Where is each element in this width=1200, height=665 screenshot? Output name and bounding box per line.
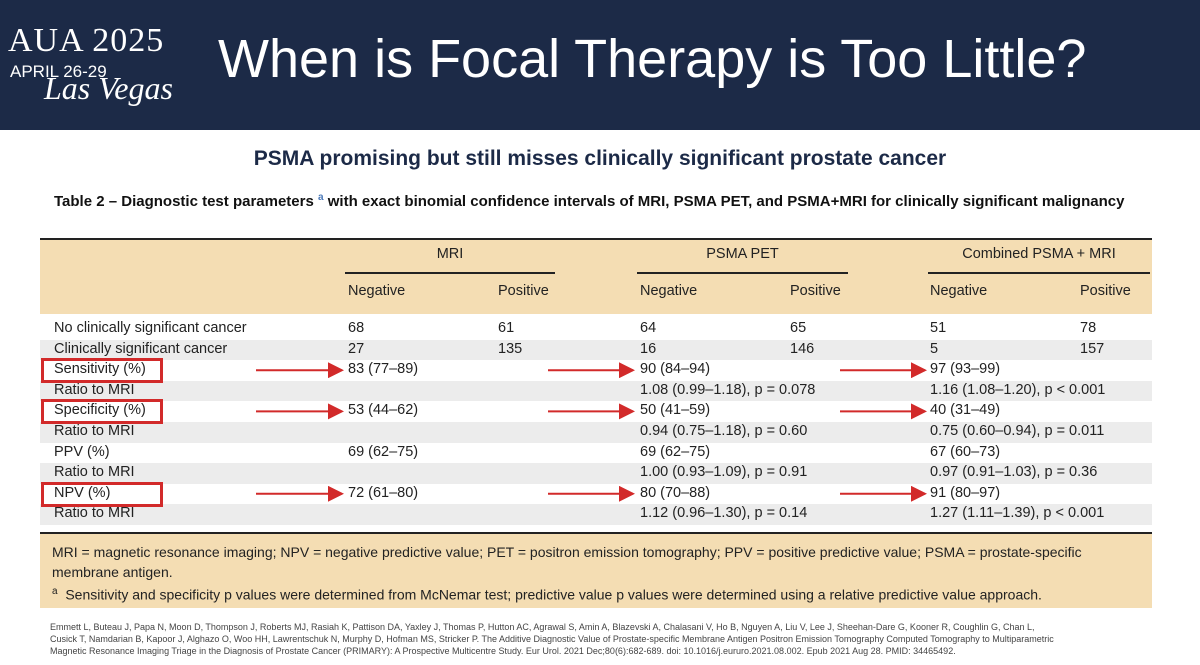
column-header: Positive <box>1080 283 1131 299</box>
citation-line: Magnetic Resonance Imaging Triage in the… <box>50 646 956 656</box>
column-header: Positive <box>790 283 841 299</box>
table-cell: 0.94 (0.75–1.18), p = 0.60 <box>640 423 808 439</box>
table-cell: 51 <box>930 320 947 336</box>
footnote-text: Sensitivity and specificity p values wer… <box>65 586 1042 603</box>
table-cell: 27 <box>348 340 365 357</box>
highlight-box <box>41 358 163 384</box>
table-cell: 80 (70–88) <box>640 484 711 501</box>
table-cell: 16 <box>640 340 657 357</box>
table-cell: 68 <box>348 320 365 336</box>
table-cell: 61 <box>498 320 515 336</box>
table-cell: 5 <box>930 340 939 357</box>
row-label: Clinically significant cancer <box>54 340 228 357</box>
table-cell: 97 (93–99) <box>930 361 1001 378</box>
group-header: MRI <box>436 246 464 262</box>
row-stripe <box>40 380 1152 402</box>
table-cell: 53 (44–62) <box>348 402 419 419</box>
group-rule <box>928 272 1150 274</box>
table-cell: 1.08 (0.99–1.18), p = 0.078 <box>640 381 816 398</box>
column-header: Negative <box>930 283 988 299</box>
row-label: No clinically significant cancer <box>54 320 247 336</box>
header-banner <box>0 0 1200 130</box>
table-cell: 65 <box>790 320 807 336</box>
group-rule <box>345 272 555 274</box>
row-stripe <box>40 463 1152 484</box>
citation-line: Cusick T, Namdarian B, Kapoor J, Alghazo… <box>50 634 1054 644</box>
caption-text: Table 2 – Diagnostic test parameters <box>54 193 314 210</box>
highlight-box <box>41 399 163 425</box>
footnote-marker: a <box>318 192 324 203</box>
row-stripe <box>40 504 1152 525</box>
group-header: Combined PSMA + MRI <box>962 246 1116 262</box>
table-cell: 91 (80–97) <box>930 484 1001 501</box>
row-label: Sensitivity (%) <box>54 361 146 378</box>
table-footer: MRI = magnetic resonance imaging; NPV = … <box>40 532 1152 608</box>
table-cell: 78 <box>1080 320 1097 336</box>
group-rule <box>637 272 848 274</box>
slide-title: When is Focal Therapy is Too Little? <box>218 29 1087 89</box>
row-label: Ratio to MRI <box>54 381 135 398</box>
table-cell: 72 (61–80) <box>348 484 419 501</box>
row-label: NPV (%) <box>54 484 111 501</box>
citation-line: Emmett L, Buteau J, Papa N, Moon D, Thom… <box>50 622 1035 632</box>
footnote: a Sensitivity and specificity p values w… <box>52 582 1152 605</box>
footnote-marker: a <box>52 586 58 597</box>
abbreviations: MRI = magnetic resonance imaging; NPV = … <box>52 544 1082 580</box>
logo-date: APRIL 26-29 <box>10 62 107 81</box>
table-cell: 67 (60–73) <box>930 443 1001 460</box>
table-cell: 0.75 (0.60–0.94), p = 0.011 <box>930 423 1105 439</box>
table-header <box>40 238 1152 314</box>
column-header: Negative <box>348 283 406 299</box>
table-cell: 0.97 (0.91–1.03), p = 0.36 <box>930 464 1098 481</box>
table-cell: 1.27 (1.11–1.39), p < 0.001 <box>930 505 1105 522</box>
row-label: Ratio to MRI <box>54 423 135 439</box>
table-cell: 40 (31–49) <box>930 402 1001 419</box>
row-label: Specificity (%) <box>54 402 146 419</box>
table-cell: 69 (62–75) <box>348 443 419 460</box>
table-cell: 1.00 (0.93–1.09), p = 0.91 <box>640 464 808 481</box>
table-cell: 157 <box>1080 340 1105 357</box>
row-stripe <box>40 422 1152 443</box>
column-header: Positive <box>498 283 549 299</box>
table-cell: 69 (62–75) <box>640 443 711 460</box>
highlight-box <box>41 481 163 507</box>
group-header: PSMA PET <box>706 246 779 262</box>
table-caption: Table 2 – Diagnostic test parameters a w… <box>54 188 1164 212</box>
row-label: PPV (%) <box>54 443 110 460</box>
table-cell: 64 <box>640 320 657 336</box>
table-cell: 1.12 (0.96–1.30), p = 0.14 <box>640 505 808 522</box>
row-stripe <box>40 339 1152 361</box>
row-label: Ratio to MRI <box>54 505 135 522</box>
table-cell: 90 (84–94) <box>640 361 711 378</box>
table-cell: 146 <box>790 340 815 357</box>
table-cell: 50 (41–59) <box>640 402 711 419</box>
table-cell: 135 <box>498 340 523 357</box>
table-cell: 1.16 (1.08–1.20), p < 0.001 <box>930 381 1106 398</box>
column-header: Negative <box>640 283 698 299</box>
logo-city: Las Vegas <box>44 70 173 106</box>
logo-text: AUA 2025 <box>8 22 165 59</box>
caption-text: with exact binomial confidence intervals… <box>327 193 1125 210</box>
row-label: Ratio to MRI <box>54 464 135 481</box>
table-cell: 83 (77–89) <box>348 361 419 378</box>
subtitle: PSMA promising but still misses clinical… <box>253 147 947 170</box>
